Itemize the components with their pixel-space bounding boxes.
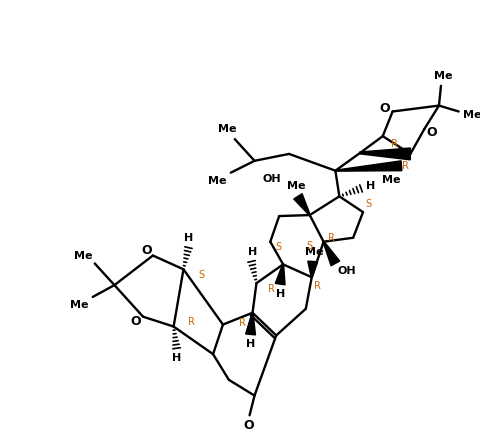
Text: H: H [183, 233, 192, 243]
Text: O: O [142, 244, 152, 257]
Text: S: S [198, 270, 204, 280]
Text: Me: Me [70, 300, 88, 310]
Text: O: O [243, 419, 253, 432]
Text: R: R [188, 317, 194, 327]
Text: Me: Me [217, 124, 236, 134]
Text: Me: Me [462, 110, 480, 120]
Polygon shape [245, 313, 255, 335]
Polygon shape [323, 242, 339, 266]
Polygon shape [360, 148, 409, 160]
Text: O: O [131, 315, 141, 328]
Text: R: R [390, 139, 397, 149]
Text: H: H [247, 247, 257, 257]
Text: OH: OH [337, 266, 356, 277]
Text: R: R [327, 233, 334, 243]
Text: R: R [267, 284, 274, 294]
Text: H: H [245, 339, 255, 349]
Polygon shape [275, 264, 285, 285]
Text: H: H [366, 181, 375, 191]
Polygon shape [307, 261, 317, 277]
Text: R: R [239, 318, 246, 328]
Text: H: H [171, 353, 181, 363]
Text: Me: Me [382, 175, 400, 185]
Text: Me: Me [433, 71, 451, 81]
Text: R: R [313, 281, 321, 291]
Text: S: S [306, 241, 312, 250]
Text: Me: Me [207, 176, 226, 186]
Text: H: H [275, 289, 284, 299]
Polygon shape [335, 161, 401, 171]
Text: S: S [364, 199, 370, 209]
Text: O: O [426, 126, 436, 139]
Text: S: S [275, 242, 281, 252]
Text: Me: Me [286, 181, 304, 191]
Text: Me: Me [305, 247, 323, 257]
Text: OH: OH [263, 174, 281, 183]
Text: Me: Me [73, 250, 92, 261]
Text: O: O [379, 102, 389, 115]
Text: R: R [401, 161, 408, 171]
Polygon shape [293, 194, 310, 215]
